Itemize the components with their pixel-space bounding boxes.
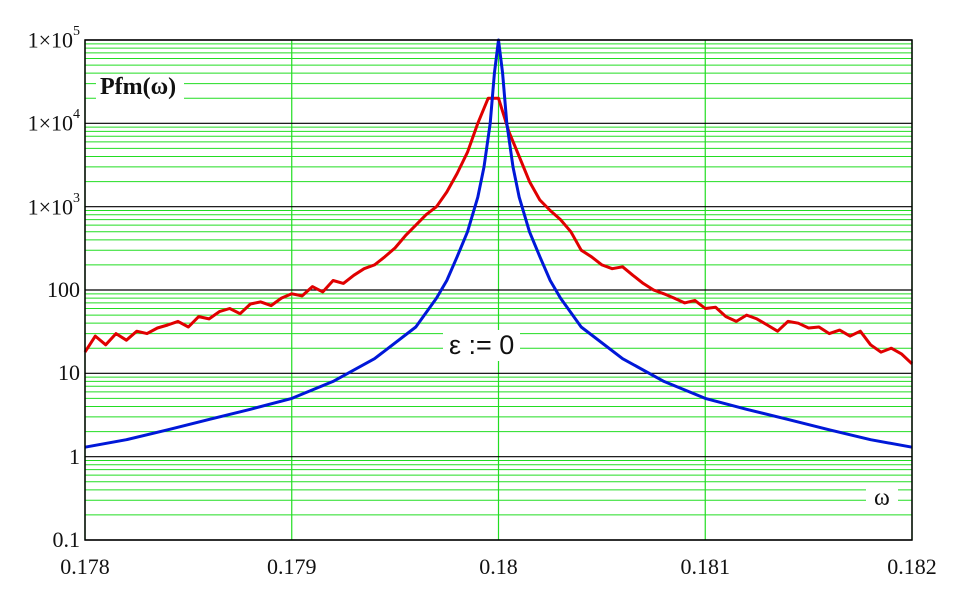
x-axis-label: ω [866, 485, 898, 512]
x-tick-label: 0.178 [60, 554, 110, 579]
y-tick-label: 1×105 [27, 24, 80, 53]
x-tick-label: 0.181 [680, 554, 731, 579]
y-tick-label: 1 [69, 443, 80, 469]
y-tick-label: 1×104 [27, 107, 80, 136]
x-tick-label: 0.18 [479, 554, 518, 579]
y-tick-label: 1×103 [27, 190, 80, 219]
plot-frame [84, 39, 913, 541]
y-tick-label: 0.1 [52, 527, 81, 552]
epsilon-annotation: ε := 0 [443, 330, 521, 361]
y-axis-label: Pfm(ω) [96, 74, 185, 101]
y-tick-label: 100 [47, 277, 80, 302]
series-line-1 [83, 96, 914, 365]
x-tick-label: 0.179 [267, 554, 317, 579]
x-tick-label: 0.182 [887, 554, 937, 579]
y-tick-label: 10 [58, 360, 80, 386]
